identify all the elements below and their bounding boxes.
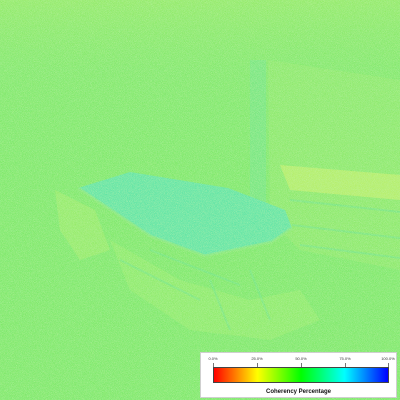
legend-tick-mark	[213, 363, 214, 367]
legend-tick-mark	[301, 363, 302, 367]
coherency-legend: 0.0% 25.0% 50.0% 75.0% 100.0% Coherency …	[200, 352, 397, 398]
legend-tick-mark	[257, 363, 258, 367]
legend-title: Coherency Percentage	[265, 389, 332, 395]
legend-tick-label: 0.0%	[208, 356, 218, 361]
legend-tick-mark	[345, 363, 346, 367]
legend-tick-label: 75.0%	[339, 356, 351, 361]
legend-tick-mark	[388, 363, 389, 367]
legend-tick-label: 50.0%	[295, 356, 307, 361]
legend-color-gradient-bar	[213, 367, 389, 383]
legend-tick-label: 25.0%	[251, 356, 263, 361]
legend-tick-label: 100.0%	[381, 356, 395, 361]
